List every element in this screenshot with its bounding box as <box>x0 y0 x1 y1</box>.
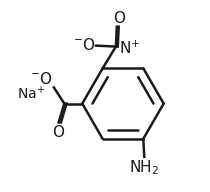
Text: O: O <box>113 11 125 26</box>
Text: O: O <box>52 125 64 140</box>
Text: N$^{+}$: N$^{+}$ <box>119 39 141 57</box>
Text: NH$_{2}$: NH$_{2}$ <box>129 159 159 177</box>
Text: Na$^{+}$: Na$^{+}$ <box>17 84 45 102</box>
Text: $^{-}$O: $^{-}$O <box>73 37 95 53</box>
Text: $^{-}$O: $^{-}$O <box>30 70 53 87</box>
